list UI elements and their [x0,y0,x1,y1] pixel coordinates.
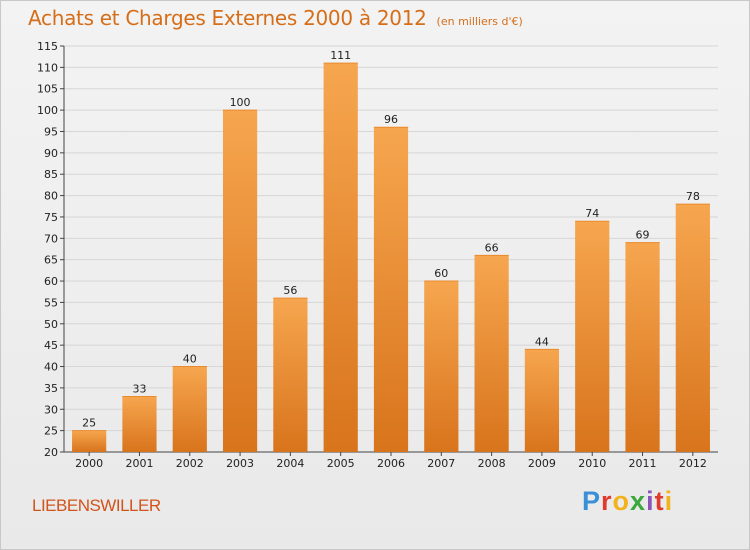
chart-unit: (en milliers d'€) [436,15,523,28]
value-label-2005: 111 [330,49,351,62]
y-tick-label: 55 [44,296,58,309]
x-tick-label-2008: 2008 [478,457,506,470]
y-tick-label: 60 [44,275,58,288]
x-tick-label-2010: 2010 [578,457,606,470]
y-tick-label: 85 [44,168,58,181]
value-label-2011: 69 [636,229,650,242]
chart-title: Achats et Charges Externes 2000 à 2012 [28,6,427,30]
value-labels: 25 33 40 100 56 111 96 60 66 44 74 69 78 [82,49,700,430]
bar-2000 [72,430,107,452]
y-tick-label: 110 [37,61,58,74]
value-label-2009: 44 [535,335,549,348]
x-tick-label-2003: 2003 [226,457,254,470]
bar-2004 [273,298,308,452]
bar-2008 [474,255,509,452]
value-label-2010: 74 [585,207,599,220]
x-tick-label-2005: 2005 [327,457,355,470]
y-tick-label: 105 [37,83,58,96]
value-label-2006: 96 [384,113,398,126]
bar-2003 [222,110,258,453]
y-tick-label: 45 [44,339,58,352]
logo-letter: r [601,486,613,516]
x-tick-label-2009: 2009 [528,457,556,470]
y-tick-label: 50 [44,318,58,331]
bar-2002 [172,366,207,452]
x-tick-label-2000: 2000 [75,457,103,470]
bar-2012 [675,204,710,452]
proxiti-logo: Proxiti [582,486,673,517]
x-tick-label-2012: 2012 [679,457,707,470]
logo-letter: o [612,486,631,516]
bar-2011 [625,242,660,452]
x-tick-label-2002: 2002 [176,457,204,470]
value-label-2000: 25 [82,417,96,430]
logo-letter: x [630,486,647,516]
bar-2001 [122,396,157,452]
x-tick-label-2001: 2001 [125,457,153,470]
y-tick-label: 25 [44,425,58,438]
logo-letter: i [646,486,655,516]
logo-letter: t [654,486,665,516]
x-tick-label-2007: 2007 [427,457,455,470]
y-tick-label: 70 [44,232,58,245]
bar-2007 [424,281,459,452]
y-tick-label: 40 [44,361,58,374]
y-tick-label: 80 [44,190,58,203]
y-tick-label: 75 [44,211,58,224]
bar-2006 [373,127,409,452]
y-tick-labels: 20 25 30 35 40 45 50 55 60 65 70 75 80 85 90 95 100 105 11… [37,40,58,459]
value-label-2004: 56 [283,284,297,297]
value-label-2002: 40 [183,353,197,366]
value-label-2008: 66 [485,241,499,254]
logo-letter: i [664,486,674,516]
logo-letter: P [582,486,602,516]
bars [72,62,710,453]
y-tick-label: 95 [44,125,58,138]
bar-2010 [575,221,610,452]
bar-2009 [524,349,560,452]
commune-name: LIEBENSWILLER [32,496,161,515]
x-tick-label-2011: 2011 [629,457,657,470]
bar-2005 [323,63,358,453]
value-label-2012: 78 [686,190,700,203]
x-tick-label-2004: 2004 [276,457,304,470]
y-tick-label: 115 [37,40,58,53]
value-label-2003: 100 [230,96,251,109]
y-tick-label: 30 [44,403,58,416]
x-tick-label-2006: 2006 [377,457,405,470]
value-label-2001: 33 [132,382,146,395]
y-tick-label: 20 [44,446,58,459]
y-tick-label: 65 [44,254,58,267]
y-tick-label: 35 [44,382,58,395]
chart-title-block: Achats et Charges Externes 2000 à 2012 (e… [28,6,523,30]
value-label-2007: 60 [434,267,448,280]
y-tick-label: 100 [37,104,58,117]
y-tick-label: 90 [44,147,58,160]
x-tick-labels: 2000 2001 2002 2003 2004 2005 2006 2007 2008 2009… [75,457,707,470]
